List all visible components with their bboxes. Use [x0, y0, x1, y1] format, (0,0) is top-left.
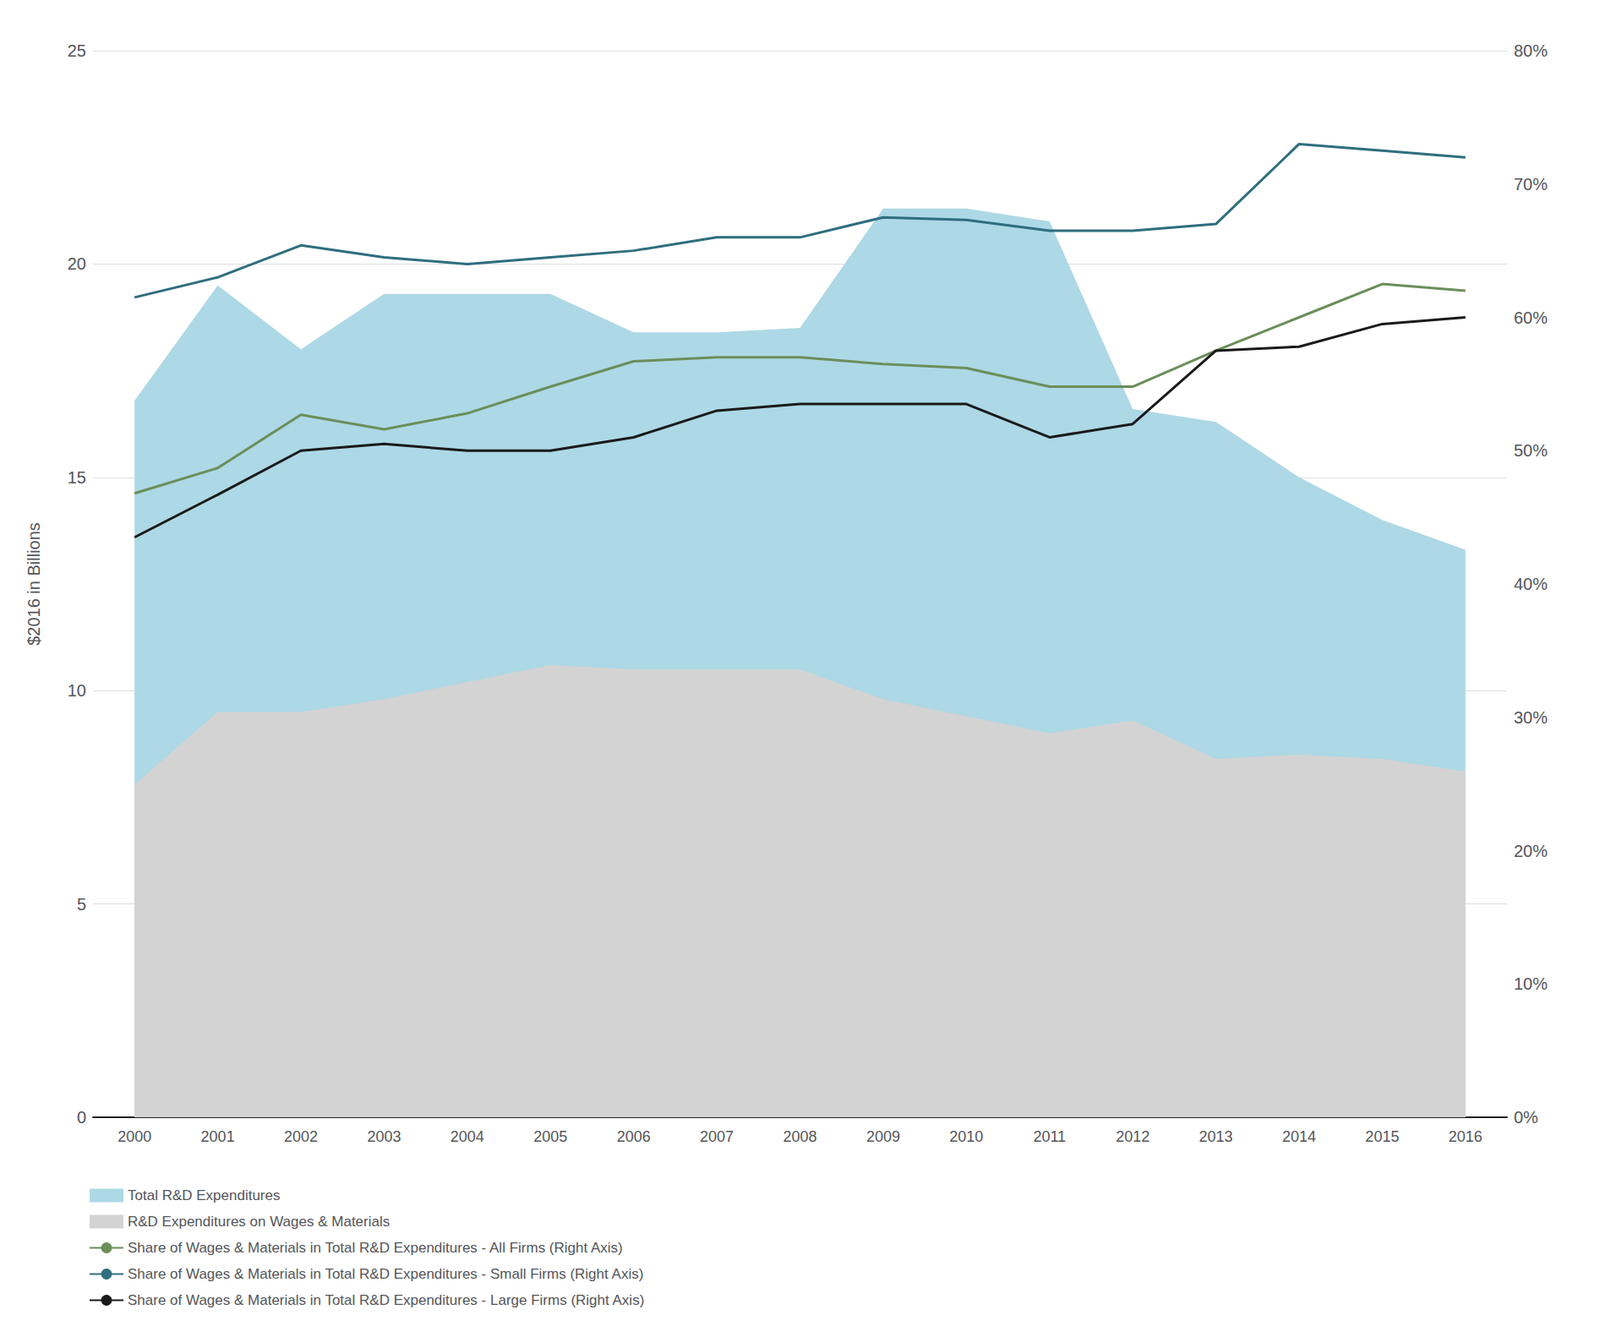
svg-text:0: 0: [76, 1108, 87, 1127]
svg-text:2005: 2005: [533, 1128, 568, 1146]
svg-text:2000: 2000: [117, 1128, 152, 1146]
svg-text:15: 15: [67, 468, 87, 487]
svg-text:5: 5: [76, 895, 87, 914]
svg-text:2004: 2004: [450, 1128, 485, 1146]
svg-text:2015: 2015: [1365, 1128, 1399, 1146]
svg-text:10%: 10%: [1513, 974, 1548, 994]
svg-text:2003: 2003: [366, 1128, 401, 1146]
svg-text:R&D Expenditures on Wages & Ma: R&D Expenditures on Wages & Materials: [127, 1213, 390, 1230]
svg-text:2014: 2014: [1282, 1128, 1317, 1146]
svg-text:70%: 70%: [1513, 174, 1548, 194]
svg-text:2001: 2001: [201, 1128, 235, 1146]
svg-text:Share of Wages & Materials in: Share of Wages & Materials in Total R&D …: [127, 1266, 644, 1283]
svg-text:$2016 in Billions: $2016 in Billions: [24, 522, 44, 646]
svg-text:30%: 30%: [1513, 708, 1548, 727]
svg-text:60%: 60%: [1513, 308, 1548, 328]
svg-text:Share of Wages & Materials in: Share of Wages & Materials in Total R&D …: [127, 1239, 623, 1256]
svg-text:2010: 2010: [949, 1128, 983, 1146]
svg-text:2002: 2002: [283, 1128, 318, 1146]
svg-text:Share of Wages & Materials in: Share of Wages & Materials in Total R&D …: [127, 1292, 645, 1309]
svg-text:2006: 2006: [617, 1128, 651, 1146]
svg-text:40%: 40%: [1513, 574, 1548, 594]
svg-text:80%: 80%: [1513, 41, 1548, 61]
svg-text:2009: 2009: [866, 1128, 901, 1146]
svg-text:Total R&D Expenditures: Total R&D Expenditures: [127, 1187, 280, 1204]
svg-text:20%: 20%: [1513, 841, 1548, 861]
svg-text:0%: 0%: [1513, 1108, 1539, 1127]
svg-text:2011: 2011: [1032, 1128, 1066, 1146]
svg-text:2008: 2008: [782, 1128, 817, 1146]
svg-text:2012: 2012: [1115, 1128, 1150, 1146]
svg-text:10: 10: [67, 681, 87, 700]
svg-text:25: 25: [67, 41, 87, 61]
svg-text:2013: 2013: [1199, 1128, 1234, 1146]
svg-text:2016: 2016: [1448, 1128, 1483, 1146]
svg-text:2007: 2007: [699, 1128, 734, 1146]
svg-text:50%: 50%: [1513, 441, 1548, 460]
svg-text:20: 20: [67, 254, 87, 274]
